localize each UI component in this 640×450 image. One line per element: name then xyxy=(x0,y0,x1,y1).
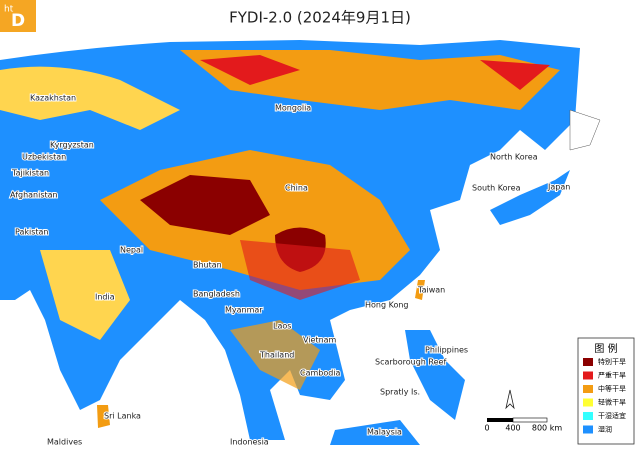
place-label: Japan xyxy=(547,183,570,192)
place-label: Bhutan xyxy=(193,261,222,270)
legend-swatch xyxy=(583,412,593,420)
place-label: Laos xyxy=(273,322,291,331)
logo-small: ht xyxy=(4,5,14,15)
dry-area xyxy=(0,66,180,130)
legend-title: 图 例 xyxy=(594,342,617,355)
taiwan xyxy=(415,280,425,300)
scale-label: 800 km xyxy=(532,424,562,433)
legend-swatch xyxy=(583,385,593,393)
scale-label: 400 xyxy=(505,424,520,433)
place-label: Scarborough Reef xyxy=(375,358,446,367)
legend-swatch xyxy=(583,398,593,407)
legend-label: 干湿适宜 xyxy=(598,411,626,420)
place-label: Kyrgyzstan xyxy=(50,141,94,150)
place-label: Hong Kong xyxy=(365,301,409,310)
scale-label: 0 xyxy=(484,424,489,433)
place-label: South Korea xyxy=(472,184,521,193)
dry-area xyxy=(230,320,320,390)
map xyxy=(0,40,601,445)
logo: ht D xyxy=(0,0,36,32)
place-label: Tajikistan xyxy=(11,169,49,178)
extreme-area xyxy=(140,175,270,235)
japan xyxy=(490,170,570,225)
place-label: Uzbekistan xyxy=(22,153,66,162)
place-label: Spratly Is. xyxy=(380,388,420,397)
dry-area xyxy=(240,240,360,300)
place-label: Bangladesh xyxy=(193,290,240,299)
place-label: Sri Lanka xyxy=(104,412,141,421)
scale-bar: 0 400 800 km xyxy=(484,389,562,433)
place-label: Mongolia xyxy=(275,104,311,113)
dry-area xyxy=(200,55,550,90)
legend-swatch xyxy=(583,425,593,434)
place-label: Afghanistan xyxy=(10,191,58,200)
place-label: China xyxy=(285,184,308,193)
place-label: Malaysia xyxy=(367,428,402,437)
borneo xyxy=(330,420,420,445)
scale-black xyxy=(487,418,513,422)
place-label: Vietnam xyxy=(303,336,337,345)
legend-swatch xyxy=(583,371,593,380)
place-label: Nepal xyxy=(120,246,143,255)
scale-labels: 0 400 800 km xyxy=(484,424,562,433)
place-label: Myanmar xyxy=(225,306,263,315)
place-label: India xyxy=(95,293,115,302)
place-label: Philippines xyxy=(425,346,468,355)
legend-label: 轻微干旱 xyxy=(598,398,626,407)
legend-label: 严重干旱 xyxy=(598,372,626,380)
logo-box xyxy=(0,0,36,32)
place-label: North Korea xyxy=(490,153,538,162)
hokkaido xyxy=(569,109,601,151)
place-label: Cambodia xyxy=(300,369,341,378)
scale-white xyxy=(512,417,548,423)
logo-big: D xyxy=(11,11,25,31)
legend-swatch xyxy=(583,358,593,366)
dry-area xyxy=(40,250,130,340)
place-labels: Kazakhstan Mongolia Kyrgyzstan Uzbekistan Ta… xyxy=(9,93,571,448)
title: FYDI-2.0 (2024年9月1日) xyxy=(229,9,411,27)
place-label: Thailand xyxy=(259,351,294,360)
north-arrow xyxy=(505,389,515,410)
place-label: Taiwan xyxy=(417,286,445,295)
legend-label: 湿润 xyxy=(598,425,612,434)
philippines xyxy=(405,330,465,420)
place-label: Kazakhstan xyxy=(30,94,76,103)
place-label: Pakistan xyxy=(15,228,49,237)
legend-label: 中等干旱 xyxy=(598,384,626,393)
place-label: Indonesia xyxy=(230,438,269,447)
sri-lanka xyxy=(97,405,110,428)
legend-label: 特别干旱 xyxy=(598,357,626,366)
place-label: Maldives xyxy=(47,438,82,447)
